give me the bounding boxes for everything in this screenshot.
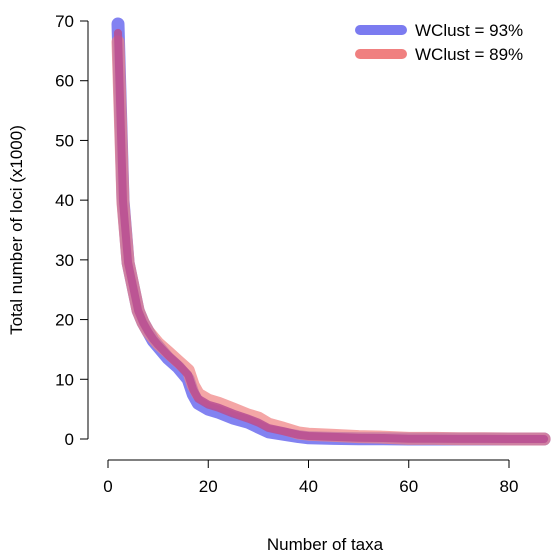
- x-tick-label: 60: [399, 477, 418, 496]
- y-tick-label: 10: [55, 370, 74, 389]
- y-tick-label: 50: [55, 131, 74, 150]
- series-lines: [111, 17, 551, 446]
- x-tick-label: 40: [299, 477, 318, 496]
- legend-label-2: WClust = 89%: [415, 45, 523, 64]
- series-overlap-line: [114, 28, 549, 443]
- y-tick-label: 20: [55, 311, 74, 330]
- y-axis-title: Total number of loci (x1000): [7, 125, 26, 335]
- x-axis: 0 20 40 60 80: [103, 459, 519, 496]
- y-tick-label: 60: [55, 72, 74, 91]
- x-tick-label: 80: [500, 477, 519, 496]
- x-tick-label: 0: [103, 477, 112, 496]
- y-tick-label: 40: [55, 191, 74, 210]
- x-tick-label: 20: [199, 477, 218, 496]
- y-axis: 0 10 20 30 40 50 60 70: [55, 12, 89, 449]
- legend: WClust = 93% WClust = 89%: [355, 21, 523, 64]
- y-tick-label: 70: [55, 12, 74, 31]
- series-line-1: [111, 17, 551, 446]
- x-axis-title: Number of taxa: [267, 535, 384, 554]
- y-tick-label: 0: [65, 430, 74, 449]
- legend-label-1: WClust = 93%: [415, 21, 523, 40]
- y-tick-label: 30: [55, 251, 74, 270]
